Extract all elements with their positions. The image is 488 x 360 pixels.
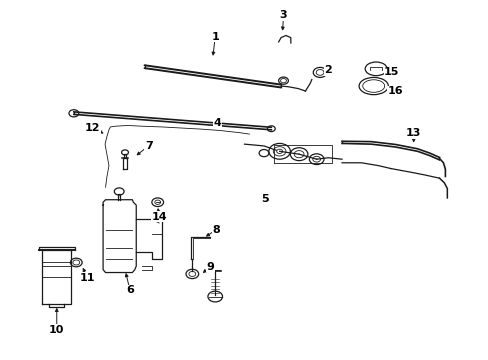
Text: 13: 13 — [405, 129, 421, 138]
Text: 15: 15 — [383, 67, 399, 77]
Text: 6: 6 — [126, 285, 134, 295]
Text: 4: 4 — [213, 118, 221, 128]
Text: 7: 7 — [145, 140, 152, 150]
Text: 5: 5 — [261, 194, 269, 204]
Text: 12: 12 — [84, 123, 100, 133]
Text: 10: 10 — [49, 325, 64, 334]
Text: 2: 2 — [324, 65, 331, 75]
Text: 11: 11 — [80, 273, 95, 283]
Text: 8: 8 — [212, 225, 220, 235]
Text: 3: 3 — [279, 10, 287, 20]
Text: 1: 1 — [211, 32, 219, 41]
Text: 14: 14 — [151, 212, 166, 221]
Text: 9: 9 — [206, 262, 214, 272]
Text: 16: 16 — [387, 86, 403, 96]
